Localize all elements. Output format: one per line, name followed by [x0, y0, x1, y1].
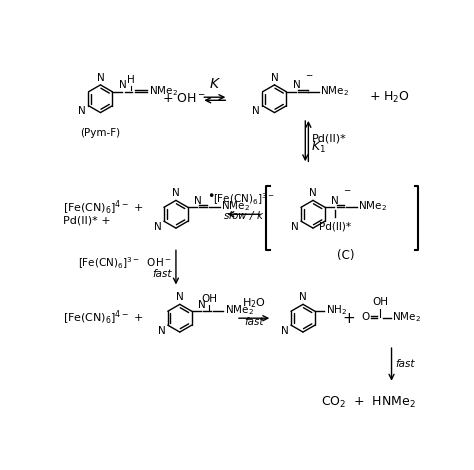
Text: N: N	[291, 222, 299, 232]
Text: N: N	[119, 80, 127, 90]
Text: (C): (C)	[337, 249, 354, 262]
Text: Pd(II)*: Pd(II)*	[319, 221, 351, 231]
Text: N: N	[158, 326, 165, 336]
Text: O: O	[361, 313, 369, 322]
Text: N: N	[253, 106, 260, 117]
Text: $^-$: $^-$	[342, 188, 353, 200]
Text: OH: OH	[201, 294, 218, 304]
Text: slow / $k$: slow / $k$	[223, 209, 264, 222]
Text: N: N	[198, 300, 206, 310]
Text: NMe$_2$: NMe$_2$	[221, 200, 250, 213]
Text: N: N	[281, 326, 289, 336]
Text: + OH$^-$: + OH$^-$	[162, 92, 206, 105]
Text: fast: fast	[153, 268, 172, 279]
Text: $K_1$: $K_1$	[311, 140, 327, 155]
Text: N: N	[97, 72, 104, 83]
Text: NMe$_2$: NMe$_2$	[225, 304, 254, 317]
Text: NMe$_2$: NMe$_2$	[392, 311, 421, 324]
Text: N: N	[309, 188, 317, 198]
Text: N: N	[154, 222, 162, 232]
Text: [Fe(CN)$_6$]$^{3-}$: [Fe(CN)$_6$]$^{3-}$	[213, 191, 274, 206]
Text: N: N	[194, 196, 202, 206]
Text: $K$: $K$	[209, 77, 221, 91]
Text: NH$_2$: NH$_2$	[326, 304, 347, 317]
Text: Pd(II)*: Pd(II)*	[311, 133, 346, 143]
Text: N: N	[299, 292, 307, 302]
Text: N: N	[78, 106, 86, 117]
Text: $^-$: $^-$	[304, 72, 315, 85]
Text: N: N	[331, 196, 339, 206]
Text: NMe$_2$: NMe$_2$	[149, 84, 178, 98]
Text: N: N	[271, 72, 278, 83]
Text: [Fe(CN)$_6$]$^{3-}$  OH$^-$: [Fe(CN)$_6$]$^{3-}$ OH$^-$	[78, 256, 172, 271]
Text: N: N	[176, 292, 183, 302]
Text: H: H	[127, 75, 135, 85]
Text: H$_2$O: H$_2$O	[242, 297, 266, 311]
Text: fast: fast	[395, 360, 415, 369]
Text: OH: OH	[372, 298, 388, 307]
Text: $•$: $•$	[207, 188, 214, 201]
Text: fast: fast	[244, 317, 264, 328]
Text: (Pym-F): (Pym-F)	[81, 128, 120, 138]
Text: [Fe(CN)$_6$]$^{4-}$ +: [Fe(CN)$_6$]$^{4-}$ +	[63, 199, 143, 217]
Text: +: +	[342, 311, 355, 326]
Text: N: N	[292, 80, 301, 90]
Text: NMe$_2$: NMe$_2$	[358, 200, 387, 213]
Text: N: N	[172, 188, 180, 198]
Text: NMe$_2$: NMe$_2$	[320, 84, 349, 98]
Text: Pd(II)* +: Pd(II)* +	[63, 215, 110, 226]
Text: [Fe(CN)$_6$]$^{4-}$ +: [Fe(CN)$_6$]$^{4-}$ +	[63, 309, 143, 328]
Text: + H$_2$O: + H$_2$O	[370, 90, 410, 105]
Text: CO$_2$  +  HNMe$_2$: CO$_2$ + HNMe$_2$	[321, 395, 416, 410]
